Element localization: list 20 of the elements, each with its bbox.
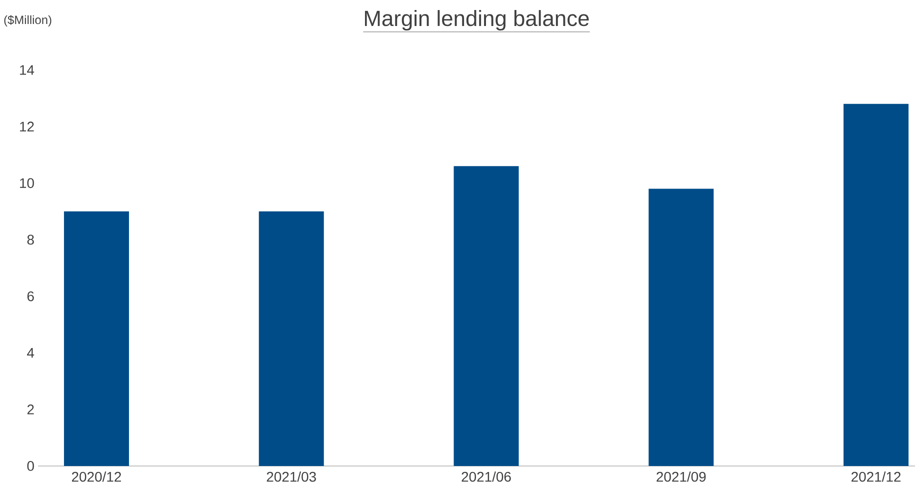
bar [64,211,129,466]
y-tick-label: 14 [20,65,34,75]
x-tick-label: 2021/12 [852,472,901,482]
bar [648,188,714,466]
bar [258,211,324,466]
y-tick-label: 4 [27,348,34,358]
y-tick-label: 10 [20,178,34,188]
x-tick-label: 2021/03 [266,472,316,482]
bar [844,104,909,466]
x-tick-label: 2021/06 [462,472,511,482]
y-axis-title: ($Million) [4,15,52,26]
y-tick-label: 6 [27,291,34,302]
x-tick-label: 2021/09 [656,472,706,482]
y-tick-label: 0 [27,461,34,471]
chart-title: Margin lending balance [364,10,589,30]
y-tick-label: 8 [27,234,34,245]
x-tick-label: 2020/12 [72,472,121,482]
y-tick-label: 12 [20,122,34,132]
bar [454,166,519,466]
y-tick-label: 2 [27,404,34,414]
